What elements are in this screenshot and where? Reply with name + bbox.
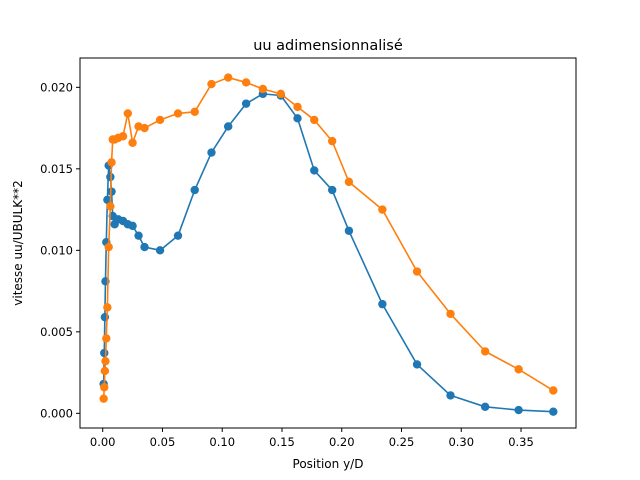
series-2-point	[327, 136, 337, 146]
series-2-point	[104, 242, 113, 252]
series-2-point	[446, 309, 455, 319]
series-2-point	[128, 138, 137, 147]
series-2-point	[378, 205, 387, 214]
series-2-point	[100, 383, 109, 392]
y-tick-label: 0.000	[40, 406, 73, 420]
series-2-point	[412, 267, 422, 276]
series-2-point	[190, 107, 199, 116]
series-1-point	[224, 122, 233, 131]
x-tick-label: 0.25	[389, 435, 415, 449]
series-1-point	[327, 185, 337, 195]
series-1-point	[155, 246, 165, 255]
series-2-point	[99, 394, 108, 403]
series-2-point	[107, 158, 116, 167]
series-2-point	[224, 73, 233, 82]
series-1-point	[412, 360, 422, 369]
series-1-point	[480, 402, 490, 412]
series-1-point	[140, 242, 149, 252]
plot-background	[80, 58, 576, 428]
series-2-point	[118, 132, 128, 141]
series-2-point	[207, 79, 216, 89]
y-tick-label: 0.015	[40, 162, 73, 176]
plot-area	[79, 57, 577, 429]
series-2-point	[514, 365, 523, 374]
x-tick-label: 0.00	[90, 435, 116, 449]
series-2-point	[480, 347, 490, 356]
series-2-point	[102, 334, 111, 343]
series-2-point	[310, 115, 319, 125]
series-2-point	[106, 202, 115, 211]
series-1-point	[134, 231, 143, 240]
x-tick-label: 0.10	[209, 435, 235, 449]
series-1-point	[514, 405, 523, 415]
series-1-point	[207, 148, 216, 157]
series-1-point	[173, 231, 183, 240]
x-axis-label: Position y/D	[293, 457, 364, 471]
y-axis: 0.000 0.005 0.010 0.015 0.020	[40, 80, 80, 420]
chart-title: uu adimensionnalisé	[253, 38, 403, 54]
series-1-point	[344, 226, 354, 235]
series-2	[99, 73, 558, 403]
series-1-point	[103, 195, 112, 205]
series-1-point	[241, 99, 251, 108]
axes-frame	[79, 57, 577, 429]
series-2-point	[101, 356, 110, 366]
y-tick-label: 0.010	[40, 243, 73, 257]
series-2-point	[293, 102, 302, 112]
series-2-point	[103, 303, 112, 312]
x-axis: 0.00 0.05 0.10 0.15 0.20 0.25 0.30 0.35	[90, 428, 534, 449]
series-2-point	[100, 366, 110, 376]
series-1-point	[310, 166, 319, 175]
series-2-point	[241, 78, 251, 87]
series-2-point	[258, 84, 268, 94]
x-tick-label: 0.05	[150, 435, 176, 449]
series-2-point	[276, 89, 285, 99]
series-1-point	[378, 299, 387, 309]
x-tick-label: 0.20	[329, 435, 355, 449]
series-1-point	[128, 221, 137, 231]
series-2-point	[344, 177, 354, 187]
series-1-point	[100, 348, 109, 358]
y-axis-label: vitesse uu/UBULK**2	[11, 180, 25, 305]
y-tick-label: 0.005	[40, 325, 73, 339]
series-2-point	[173, 109, 183, 118]
y-tick-label: 0.020	[40, 80, 73, 94]
series-2-point	[155, 115, 165, 125]
series-2-point	[123, 109, 133, 118]
series-1-point	[190, 185, 199, 195]
series-2-point	[140, 123, 149, 133]
series-2-point	[549, 386, 558, 395]
series-layer	[99, 73, 558, 416]
series-1-point	[293, 114, 302, 123]
series-1-point	[446, 391, 455, 400]
series-1-point	[549, 407, 558, 416]
x-tick-label: 0.15	[269, 435, 295, 449]
x-tick-label: 0.30	[448, 435, 474, 449]
x-tick-label: 0.35	[508, 435, 534, 449]
